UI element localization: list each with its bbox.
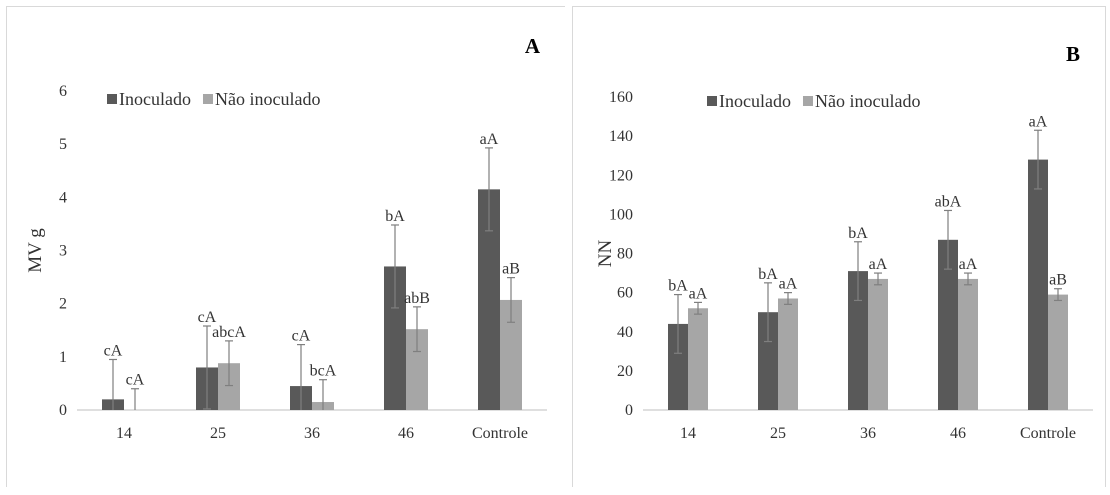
chart-a-y-tick-label: 4 — [59, 189, 67, 206]
chart-panel-a: 0 1 2 3 4 5 6 cA cA 14 cA abcA 25 cA bcA 36 bA abB 46 aA aB C… — [6, 6, 565, 487]
chart-b-x-tick-label: 46 — [950, 425, 966, 442]
chart-a-bar-data-label: bA — [385, 208, 405, 225]
chart-b-x-tick-label: 36 — [860, 425, 876, 442]
chart-b-y-axis-title: NN — [595, 240, 616, 268]
chart-b-bar-nao-inoculado — [1048, 294, 1068, 410]
chart-a-bar-data-label: abcA — [212, 324, 246, 341]
chart-b-y-tick-label: 100 — [609, 206, 633, 223]
chart-a-y-tick-label: 6 — [59, 83, 67, 100]
chart-b-y-tick-label: 0 — [625, 402, 633, 419]
chart-a-bar-data-label: cA — [292, 328, 311, 345]
chart-b-bar-inoculado — [1028, 159, 1048, 410]
chart-a-y-tick-label: 5 — [59, 136, 67, 153]
chart-a-bar-data-label: abB — [404, 290, 430, 307]
chart-a-x-tick-label: 25 — [210, 425, 226, 442]
chart-a-bar-data-label: cA — [104, 342, 123, 359]
chart-b-bar-data-label: aB — [1049, 272, 1067, 289]
chart-a-bar-inoculado — [384, 266, 406, 410]
chart-b-bar-nao-inoculado — [778, 298, 798, 410]
chart-a-svg: 0123456cAcA14cAabcA25cAbcA36bAabB46aAaBC… — [25, 34, 547, 442]
chart-b-bar-inoculado — [758, 312, 778, 410]
chart-b-bar-data-label: aA — [1029, 113, 1048, 130]
chart-a-y-tick-label: 2 — [59, 296, 67, 313]
chart-a-y-tick-label: 3 — [59, 243, 67, 260]
chart-b-bar-data-label: aA — [689, 285, 708, 302]
chart-b-y-tick-label: 140 — [609, 128, 633, 145]
chart-a-legend-label: Inoculado — [119, 89, 191, 109]
chart-b-y-tick-label: 40 — [617, 324, 633, 341]
chart-b-panel-letter: B — [1066, 42, 1080, 66]
chart-b-x-tick-label: 25 — [770, 425, 786, 442]
chart-panel-b: 0 20 40 60 80 100 120 140 160 bA aA 14 bA aA 25 bA aA 36 a… — [572, 6, 1106, 487]
chart-b-legend-label: Não inoculado — [815, 91, 920, 111]
chart-a-y-tick-label: 1 — [59, 349, 67, 366]
chart-b-bar-inoculado — [938, 239, 958, 410]
chart-b-bar-data-label: aA — [869, 256, 888, 273]
chart-a-y-axis-title: MV g — [25, 228, 46, 273]
chart-b-legend-swatch — [707, 96, 717, 106]
chart-a-legend-swatch — [107, 94, 117, 104]
chart-b-bar-data-label: abA — [935, 193, 962, 210]
chart-a-x-tick-label: 36 — [304, 425, 320, 442]
chart-a-bar-nao-inoculado — [406, 329, 428, 410]
chart-b-y-tick-label: 80 — [617, 246, 633, 263]
chart-b-bar-data-label: aA — [959, 256, 978, 273]
chart-a-bar-data-label: cA — [126, 372, 145, 389]
chart-a-bar-data-label: cA — [198, 309, 217, 326]
chart-a-x-tick-label: Controle — [472, 425, 528, 442]
chart-a-legend-swatch — [202, 94, 213, 104]
chart-a-bar-nao-inoculado — [218, 363, 240, 410]
chart-a-legend-label: Não inoculado — [215, 89, 320, 109]
chart-b-x-tick-label: 14 — [680, 425, 696, 442]
chart-b-bar-inoculado — [848, 271, 868, 410]
chart-a-bar-inoculado — [478, 189, 500, 410]
chart-b-y-tick-label: 20 — [617, 363, 633, 380]
chart-a-y-tick-label: 0 — [59, 402, 67, 419]
chart-a-bar-data-label: bcA — [310, 363, 337, 380]
chart-a-x-tick-label: 14 — [116, 425, 132, 442]
chart-b-bar-nao-inoculado — [688, 308, 708, 410]
chart-b-bar-data-label: aA — [779, 276, 798, 293]
chart-a-bar-nao-inoculado — [500, 299, 522, 410]
chart-b-legend-swatch — [802, 96, 813, 106]
chart-b-x-tick-label: Controle — [1020, 425, 1076, 442]
chart-a-x-tick-label: 46 — [398, 425, 414, 442]
chart-b-legend-label: Inoculado — [719, 91, 791, 111]
chart-b-bar-nao-inoculado — [868, 278, 888, 410]
chart-b-y-tick-label: 60 — [617, 285, 633, 302]
chart-b-bar-data-label: bA — [668, 278, 688, 295]
chart-b-y-tick-label: 120 — [609, 167, 633, 184]
chart-a-panel-letter: A — [525, 34, 541, 58]
chart-b-bar-inoculado — [668, 323, 688, 410]
chart-b-bar-data-label: bA — [848, 225, 868, 242]
chart-a-bar-data-label: aA — [480, 131, 499, 148]
chart-b-bar-nao-inoculado — [958, 278, 978, 410]
chart-b-bar-data-label: bA — [758, 266, 778, 283]
chart-a-bar-data-label: aB — [502, 261, 520, 278]
chart-b-y-tick-label: 160 — [609, 89, 633, 106]
